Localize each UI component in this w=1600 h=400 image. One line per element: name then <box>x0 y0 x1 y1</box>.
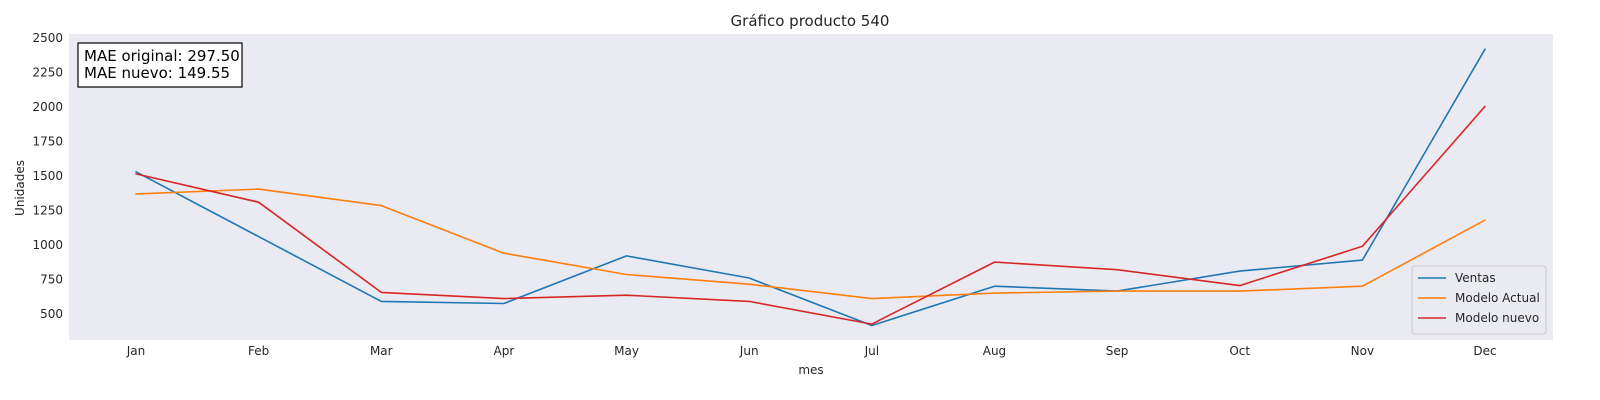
y-tick-label: 1500 <box>32 169 63 183</box>
y-tick-label: 750 <box>40 272 63 286</box>
x-axis-ticks: Jan Feb Mar Apr May Jun Jul Aug Sep Oct Nov Dec <box>126 344 1497 358</box>
x-tick-label: May <box>614 344 639 358</box>
x-tick-label: Oct <box>1229 344 1250 358</box>
x-tick-label: Dec <box>1473 344 1496 358</box>
x-tick-label: Mar <box>370 344 393 358</box>
legend-label: Modelo nuevo <box>1455 311 1539 325</box>
annotation-line-2: MAE nuevo: 149.55 <box>84 64 230 82</box>
series-line-modelo-actual <box>135 188 1486 300</box>
annotation-box <box>77 42 243 88</box>
x-tick-label: Jul <box>864 344 879 358</box>
y-tick-label: 2250 <box>32 66 63 80</box>
y-tick-label: 1250 <box>32 203 63 217</box>
y-tick-label: 2500 <box>32 31 63 45</box>
x-tick-label: Feb <box>248 344 269 358</box>
y-axis-title: Unidades <box>13 160 27 216</box>
legend: Ventas Modelo Actual Modelo nuevo <box>1411 265 1547 335</box>
y-tick-label: 1750 <box>32 135 63 149</box>
y-tick-label: 2000 <box>32 100 63 114</box>
series-line-modelo-nuevo <box>135 105 1486 325</box>
legend-label: Modelo Actual <box>1455 291 1540 305</box>
series-line-ventas <box>135 48 1486 327</box>
chart-title: Gráfico producto 540 <box>731 12 890 30</box>
x-tick-label: Apr <box>494 344 515 358</box>
x-tick-label: Sep <box>1106 344 1129 358</box>
mae-annotation: MAE original: 297.50 MAE nuevo: 149.55 <box>77 42 243 88</box>
x-tick-label: Jun <box>739 344 759 358</box>
legend-label: Ventas <box>1455 271 1496 285</box>
plot-area <box>69 34 1553 340</box>
x-axis-title: mes <box>798 363 823 377</box>
y-tick-label: 500 <box>40 307 63 321</box>
series-lines <box>135 48 1486 327</box>
x-tick-label: Jan <box>126 344 146 358</box>
legend-box <box>1411 265 1547 335</box>
annotation-line-1: MAE original: 297.50 <box>84 47 240 65</box>
y-axis-ticks: 500 750 1000 1250 1500 1750 2000 2250 2500 <box>32 31 63 321</box>
x-tick-label: Aug <box>983 344 1006 358</box>
y-tick-label: 1000 <box>32 238 63 252</box>
x-tick-label: Nov <box>1351 344 1374 358</box>
